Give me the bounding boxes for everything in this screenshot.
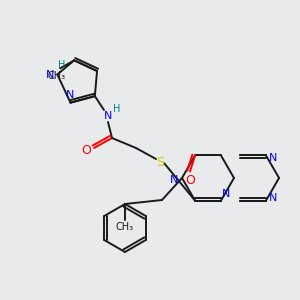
Text: H: H <box>113 104 121 114</box>
Text: N: N <box>269 193 277 202</box>
Text: H: H <box>58 61 65 70</box>
Text: O: O <box>185 174 195 187</box>
Text: CH₃: CH₃ <box>116 222 134 232</box>
Text: S: S <box>156 157 164 169</box>
Text: N: N <box>104 111 112 121</box>
Text: O: O <box>81 143 91 157</box>
Text: CH₃: CH₃ <box>47 71 65 81</box>
Text: N: N <box>222 188 230 199</box>
Text: N: N <box>66 90 75 100</box>
Text: N: N <box>170 175 178 185</box>
Text: N: N <box>269 154 277 164</box>
Text: N: N <box>46 70 55 80</box>
